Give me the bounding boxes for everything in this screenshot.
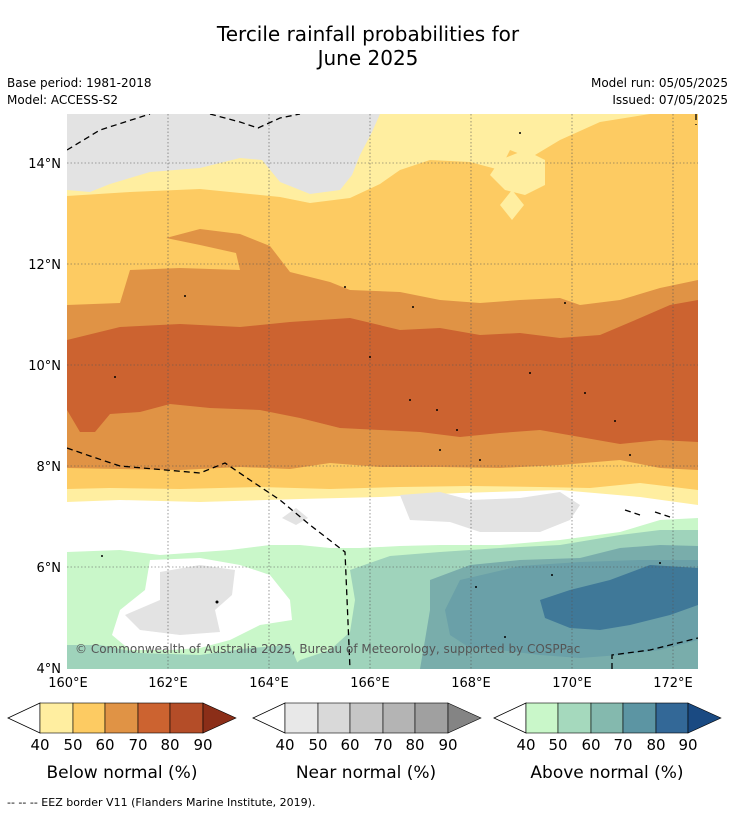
above-tick-50: 50 xyxy=(548,736,567,754)
below-swatch-50 xyxy=(72,702,106,734)
lon-label-172e: 172°E xyxy=(653,676,693,691)
above-tick-70: 70 xyxy=(613,736,632,754)
near-swatch-70 xyxy=(382,702,416,734)
below-tick-60: 60 xyxy=(95,736,114,754)
title-line-1: Tercile rainfall probabilities for xyxy=(216,22,520,46)
colorbar-near-normal: 40 50 60 70 80 90 Near normal (%) xyxy=(252,702,482,783)
near-swatch-60 xyxy=(349,702,384,734)
below-normal-title: Below normal (%) xyxy=(47,763,198,783)
lon-label-162e: 162°E xyxy=(148,676,188,691)
above-swatch-40 xyxy=(525,702,559,734)
below-40-patch-2 xyxy=(490,150,545,195)
lat-label-4n: 4°N xyxy=(37,662,62,677)
above-min-extension xyxy=(493,702,527,734)
below-swatch-70 xyxy=(137,702,171,734)
above-tick-90: 90 xyxy=(678,736,697,754)
below-40-patch-1 xyxy=(500,190,524,220)
near-swatch-50 xyxy=(317,702,351,734)
above-tick-40: 40 xyxy=(516,736,535,754)
above-50-west-patch xyxy=(67,645,300,669)
above-normal-title: Above normal (%) xyxy=(530,763,683,783)
below-tick-80: 80 xyxy=(160,736,179,754)
near-tick-90: 90 xyxy=(438,736,457,754)
issued-date: Issued: 07/05/2025 xyxy=(612,93,728,107)
lon-label-166e: 166°E xyxy=(350,676,390,691)
lon-label-168e: 168°E xyxy=(451,676,491,691)
eez-borders xyxy=(67,114,698,669)
base-period: Base period: 1981-2018 xyxy=(7,76,152,90)
near-tick-60: 60 xyxy=(340,736,359,754)
near-tick-50: 50 xyxy=(308,736,327,754)
colorbar-above-normal: 40 50 60 70 80 90 Above normal (%) xyxy=(493,702,722,783)
above-swatch-80 xyxy=(655,702,689,734)
below-70-region xyxy=(67,300,698,444)
title-line-2: June 2025 xyxy=(317,46,419,70)
near-40-northwest-region xyxy=(67,114,380,194)
near-normal-title: Near normal (%) xyxy=(296,763,436,783)
probability-map: © Commonwealth of Australia 2025, Bureau… xyxy=(67,114,698,669)
meta-right: Model run: 05/05/2025 Issued: 07/05/2025 xyxy=(591,75,728,109)
below-swatch-40 xyxy=(39,702,74,734)
lon-label-164e: 164°E xyxy=(249,676,289,691)
near-swatch-40 xyxy=(284,702,319,734)
lat-label-12n: 12°N xyxy=(28,258,61,273)
below-min-extension xyxy=(7,702,41,734)
below-tick-70: 70 xyxy=(128,736,147,754)
near-min-extension xyxy=(252,702,286,734)
latitude-labels: 14°N 12°N 10°N 8°N 6°N 4°N xyxy=(28,157,61,677)
below-swatch-60 xyxy=(104,702,139,734)
near-tick-80: 80 xyxy=(405,736,424,754)
near-tick-40: 40 xyxy=(275,736,294,754)
copyright-text: © Commonwealth of Australia 2025, Bureau… xyxy=(75,642,580,656)
near-40-central-patch xyxy=(400,492,580,532)
lat-label-8n: 8°N xyxy=(37,460,62,475)
below-tick-50: 50 xyxy=(63,736,82,754)
islands xyxy=(101,132,661,638)
eez-footnote: -- -- -- EEZ border V11 (Flanders Marine… xyxy=(7,796,316,809)
longitude-labels: 160°E 162°E 164°E 166°E 168°E 170°E 172°… xyxy=(48,676,693,691)
above-swatch-70 xyxy=(622,702,657,734)
near-40-small-patch xyxy=(282,508,308,525)
model-run: Model run: 05/05/2025 xyxy=(590,76,728,90)
above-tick-60: 60 xyxy=(581,736,600,754)
below-tick-90: 90 xyxy=(193,736,212,754)
model-name: Model: ACCESS-S2 xyxy=(7,93,119,107)
graticule xyxy=(67,114,698,669)
lon-label-170e: 170°E xyxy=(552,676,592,691)
above-swatch-50 xyxy=(557,702,592,734)
below-tick-40: 40 xyxy=(30,736,49,754)
near-40-south-patch xyxy=(125,565,235,635)
lat-label-14n: 14°N xyxy=(28,157,61,172)
near-swatch-80 xyxy=(414,702,449,734)
map-title: Tercile rainfall probabilities for June … xyxy=(0,22,736,70)
below-swatch-80 xyxy=(169,702,204,734)
lon-label-160e: 160°E xyxy=(48,676,88,691)
below-max-extension xyxy=(202,702,237,734)
above-max-extension xyxy=(687,702,722,734)
meta-left: Base period: 1981-2018 Model: ACCESS-S2 xyxy=(7,75,152,109)
above-80-region xyxy=(540,565,698,630)
near-tick-70: 70 xyxy=(373,736,392,754)
lat-label-6n: 6°N xyxy=(37,561,62,576)
above-tick-80: 80 xyxy=(646,736,665,754)
near-max-extension xyxy=(447,702,482,734)
lat-label-10n: 10°N xyxy=(28,359,61,374)
above-swatch-60 xyxy=(590,702,624,734)
colorbar-below-normal: 40 50 60 70 80 90 Below normal (%) xyxy=(7,702,237,783)
